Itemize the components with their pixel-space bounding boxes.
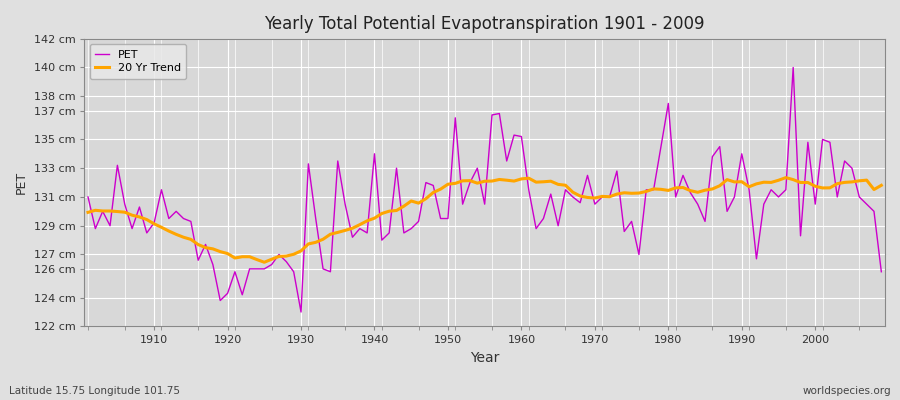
20 Yr Trend [259,260,270,265]
Line: PET: PET [88,68,881,312]
20 Yr Trend [611,192,622,196]
Line: 20 Yr Trend: 20 Yr Trend [88,178,881,262]
20 Yr Trend [780,175,791,180]
PET [523,187,534,192]
Text: Latitude 15.75 Longitude 101.75: Latitude 15.75 Longitude 101.75 [9,386,180,396]
Legend: PET, 20 Yr Trend: PET, 20 Yr Trend [90,44,186,79]
20 Yr Trend [876,183,886,188]
20 Yr Trend [310,240,321,245]
20 Yr Trend [523,176,534,180]
PET [355,226,365,231]
20 Yr Trend [516,176,526,181]
Title: Yearly Total Potential Evapotranspiration 1901 - 2009: Yearly Total Potential Evapotranspiratio… [265,15,705,33]
PET [788,65,798,70]
Y-axis label: PET: PET [15,171,28,194]
PET [516,134,526,139]
20 Yr Trend [141,217,152,222]
PET [876,269,886,274]
X-axis label: Year: Year [470,351,500,365]
PET [295,310,306,314]
PET [310,216,321,221]
Text: worldspecies.org: worldspecies.org [803,386,891,396]
PET [611,169,622,174]
20 Yr Trend [355,222,365,227]
20 Yr Trend [83,210,94,215]
PET [83,194,94,199]
PET [141,230,152,235]
